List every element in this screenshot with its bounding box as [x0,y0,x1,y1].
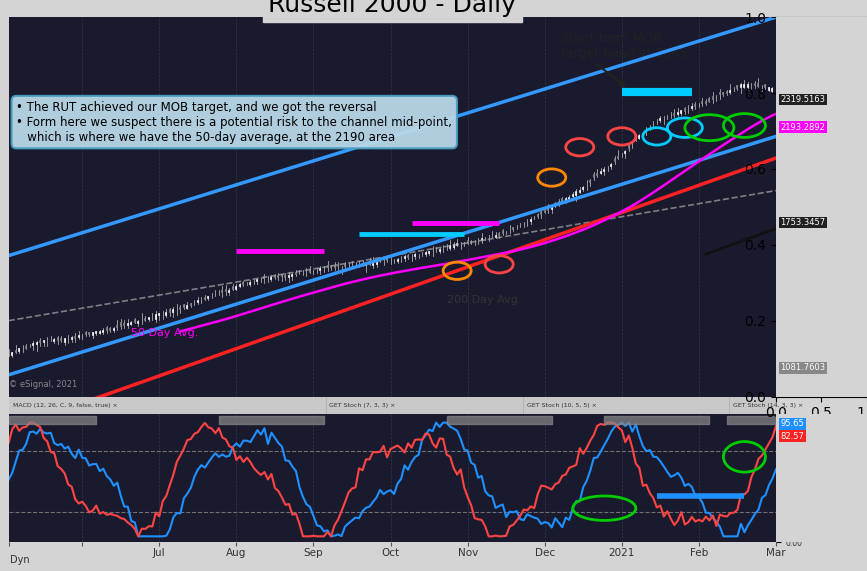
200 Day Avg. [729,240,740,247]
Bar [447,416,551,424]
50 Day Avg. [707,148,718,155]
200 Day Avg. [714,246,725,252]
Bar [218,416,324,424]
Text: Short-term MOB
target band at 2365: Short-term MOB target band at 2365 [561,33,687,61]
200 Day Avg. [771,225,781,232]
Text: GET Stoch (7, 3, 3) ×: GET Stoch (7, 3, 3) × [329,403,395,408]
200 Day Avg. [743,235,753,242]
Bar [9,416,96,424]
200 Day Avg. [733,239,743,246]
50 Day Avg. [680,167,690,174]
200 Day Avg. [707,248,718,255]
200 Day Avg. [725,242,735,248]
200 Day Avg. [718,244,728,251]
Line: 50 Day Avg.: 50 Day Avg. [180,114,776,331]
Line: 200 Day Avg.: 200 Day Avg. [706,228,776,254]
200 Day Avg. [757,230,767,237]
Text: • The RUT achieved our MOB target, and we got the reversal
• Form here we suspec: • The RUT achieved our MOB target, and w… [16,100,453,143]
50 Day Avg. [592,220,603,227]
Text: Dyn: Dyn [10,554,30,565]
Bar [727,416,776,424]
Text: 2319.5163: 2319.5163 [780,95,825,104]
50 Day Avg. [175,328,186,335]
50 Day Avg. [771,110,781,117]
200 Day Avg. [736,238,746,245]
200 Day Avg. [746,234,757,241]
200 Day Avg. [767,227,778,234]
Text: 1753.3457: 1753.3457 [780,218,825,227]
Text: GET Stoch (14, 3, 3) ×: GET Stoch (14, 3, 3) × [733,403,803,408]
200 Day Avg. [750,233,760,240]
200 Day Avg. [740,236,750,243]
50 Day Avg. [525,244,536,251]
Text: 2193.2892: 2193.2892 [780,123,825,131]
200 Day Avg. [711,247,721,254]
Text: 200 Day Avg.: 200 Day Avg. [447,295,521,305]
Title: Russell 2000 - Daily: Russell 2000 - Daily [269,0,516,17]
Text: 1081.7603: 1081.7603 [780,363,825,372]
Text: 95.65: 95.65 [780,419,805,428]
Text: GET Stoch (10, 5, 5) ×: GET Stoch (10, 5, 5) × [526,403,596,408]
Text: MACD (12, 26, C, 9, false, true) ×: MACD (12, 26, C, 9, false, true) × [12,403,117,408]
50 Day Avg. [284,296,294,303]
200 Day Avg. [753,231,764,238]
Text: © eSignal, 2021: © eSignal, 2021 [9,380,77,389]
200 Day Avg. [721,243,732,250]
200 Day Avg. [760,229,771,236]
200 Day Avg. [764,228,774,235]
Text: 50 Day Avg.: 50 Day Avg. [131,328,199,338]
50 Day Avg. [546,238,557,244]
200 Day Avg. [701,251,711,258]
Text: 82.57: 82.57 [780,432,805,441]
200 Day Avg. [704,250,714,256]
Bar [604,416,709,424]
